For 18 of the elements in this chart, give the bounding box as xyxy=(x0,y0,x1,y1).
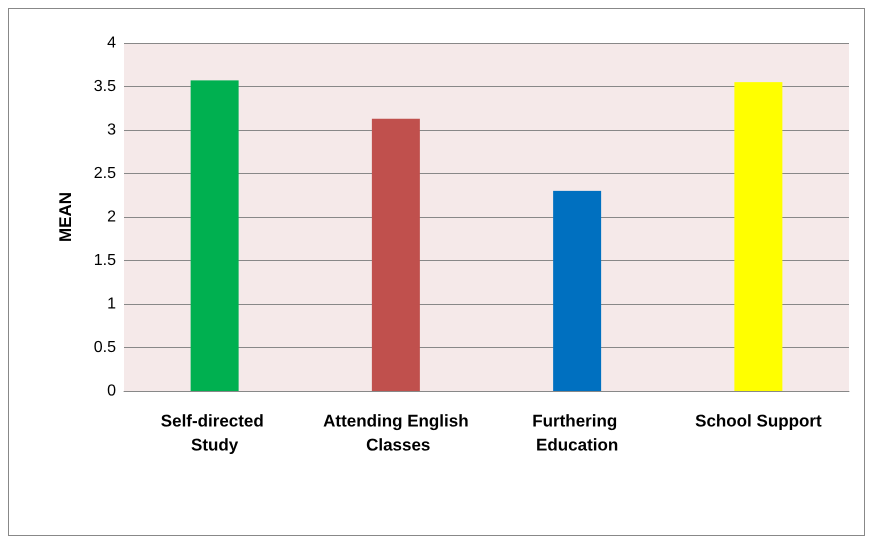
x-tick-label: Attending English Classes xyxy=(323,412,469,454)
y-tick-label: 3 xyxy=(107,122,116,138)
y-tick-label: 3.5 xyxy=(94,78,116,95)
bar xyxy=(734,82,782,391)
x-tick-label: School Support xyxy=(695,412,822,430)
y-axis-title: MEAN xyxy=(56,192,75,242)
y-tick-label: 1.5 xyxy=(94,252,116,269)
bar xyxy=(372,118,420,391)
y-tick-label: 0.5 xyxy=(94,339,116,356)
y-tick-label: 1 xyxy=(107,296,116,312)
y-tick-label: 4 xyxy=(107,34,116,52)
y-tick-label: 2 xyxy=(107,208,116,226)
bar xyxy=(190,80,239,391)
y-tick-label: 2.5 xyxy=(94,165,116,182)
x-tick-label: Furthering Education xyxy=(532,412,622,454)
bar xyxy=(553,190,602,391)
y-tick-label: 0 xyxy=(107,382,116,400)
x-tick-label: Self-directed Study xyxy=(160,412,268,454)
